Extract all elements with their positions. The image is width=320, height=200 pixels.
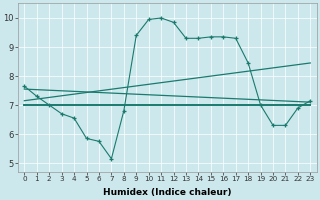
X-axis label: Humidex (Indice chaleur): Humidex (Indice chaleur) [103, 188, 232, 197]
